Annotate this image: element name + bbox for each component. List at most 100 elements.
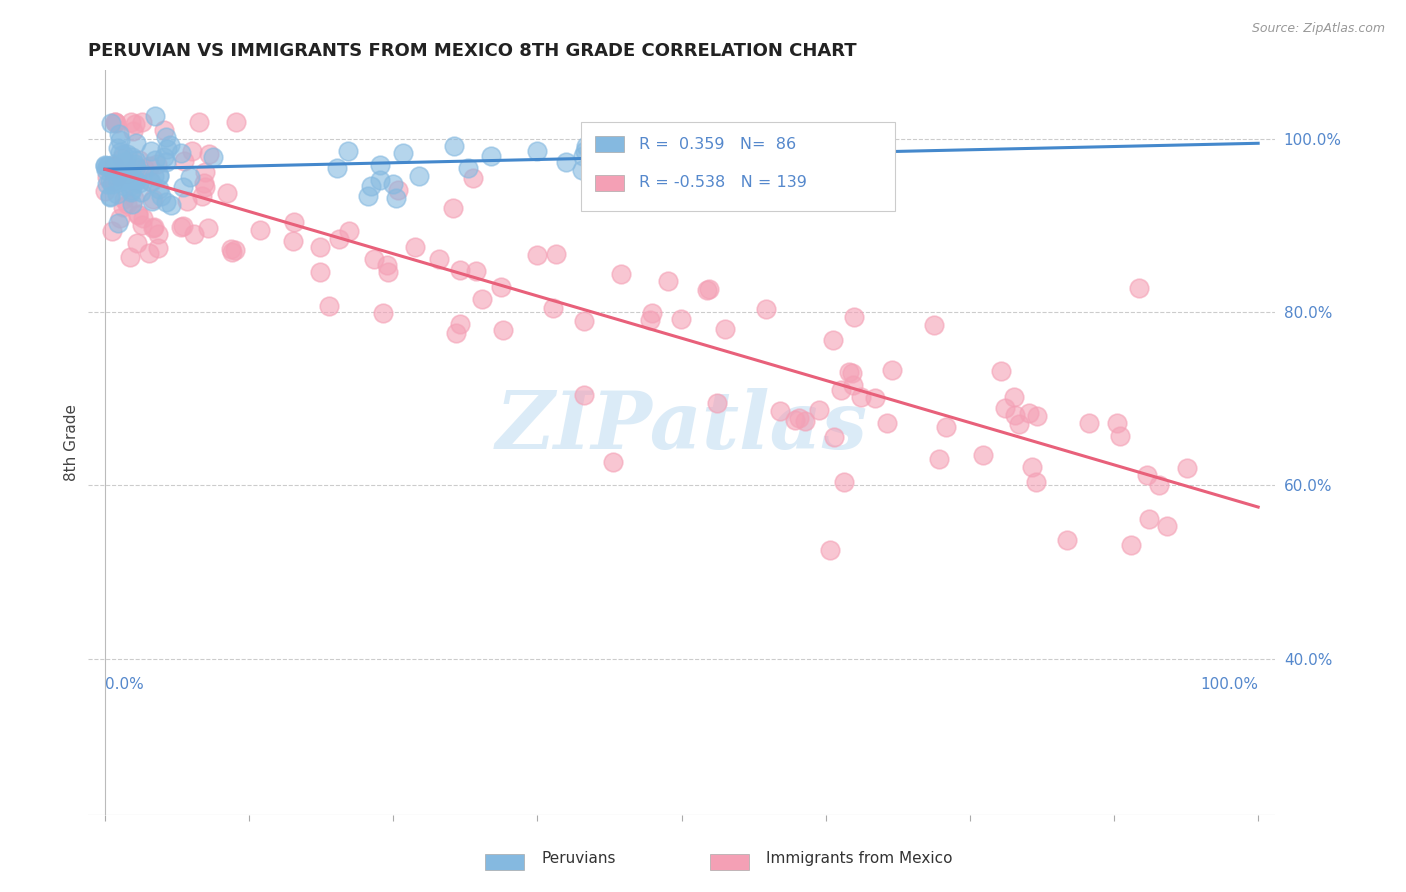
Point [150,188,173,202]
Point [807,403,830,417]
Point [193,179,215,194]
Point [224,244,246,258]
Point [783,413,806,427]
Point [1147,478,1170,492]
Point [142,193,165,207]
Point [120,250,142,264]
Point [114,154,136,169]
Point [541,301,564,316]
Point [141,194,163,209]
Point [1002,391,1025,405]
Point [179,170,201,185]
Point [404,240,426,254]
Point [309,240,332,254]
Point [479,149,502,163]
Point [368,158,391,172]
Point [191,189,214,203]
Point [180,144,202,158]
Point [124,156,146,170]
Point [172,180,194,194]
Point [446,326,468,340]
Point [94,163,117,178]
Point [526,248,548,262]
Point [127,208,149,222]
Point [1018,406,1040,420]
Point [146,241,169,255]
Point [155,129,177,144]
Point [155,194,177,209]
Text: R = -0.538   N = 139: R = -0.538 N = 139 [638,176,807,190]
Point [131,114,153,128]
Point [193,177,215,191]
Bar [595,175,624,191]
Point [98,190,121,204]
Point [605,149,627,163]
Point [111,165,134,179]
Point [602,455,624,469]
Point [142,169,165,183]
Point [111,151,134,165]
Point [100,224,122,238]
Point [176,194,198,208]
Point [832,475,855,489]
Point [449,263,471,277]
Point [193,165,215,179]
Point [623,173,645,187]
Point [225,114,247,128]
Point [201,150,224,164]
Point [714,321,737,335]
Point [1056,533,1078,547]
Point [408,169,430,183]
Point [107,175,129,189]
Point [94,159,117,173]
Point [489,280,512,294]
Point [138,246,160,260]
Text: 0.0%: 0.0% [105,677,143,692]
Point [554,155,576,169]
Point [1156,519,1178,533]
Point [96,178,118,192]
Point [124,191,146,205]
Point [107,127,129,141]
Point [132,167,155,181]
Point [994,401,1017,416]
Point [526,145,548,159]
Point [156,142,179,156]
Point [842,377,865,392]
Point [121,196,143,211]
Point [134,161,156,175]
Point [471,292,494,306]
Point [283,234,305,248]
Point [188,114,211,128]
Point [94,184,117,198]
Point [105,116,128,130]
Point [121,183,143,197]
Point [1175,461,1198,475]
Point [575,139,598,153]
Point [769,404,792,418]
Point [112,169,135,184]
Point [465,264,488,278]
Point [863,391,886,405]
Point [571,162,593,177]
Point [111,173,134,187]
Point [155,154,177,169]
Point [1107,416,1129,430]
Point [1025,409,1047,423]
Point [546,247,568,261]
Point [427,252,450,266]
Point [215,186,238,200]
Point [671,311,693,326]
Point [392,145,415,160]
Point [972,448,994,462]
Point [120,185,142,199]
Point [143,153,166,168]
Point [381,177,404,191]
Point [821,333,844,347]
Text: 100.0%: 100.0% [1201,677,1258,692]
Point [139,175,162,189]
Point [101,178,124,192]
Point [318,299,340,313]
Point [328,232,350,246]
Point [830,384,852,398]
